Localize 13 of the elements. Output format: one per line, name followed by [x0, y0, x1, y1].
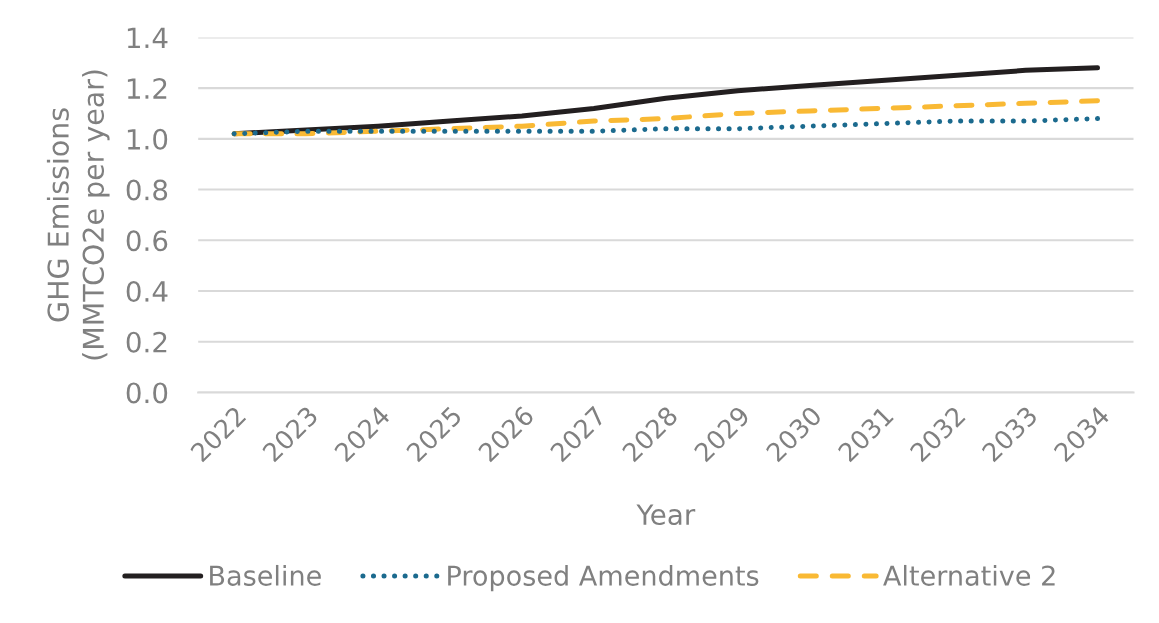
y-tick-label: 1.4: [127, 27, 168, 48]
legend-label: Proposed Amendments: [448, 564, 759, 592]
y-tick-label: 0.6: [126, 230, 168, 252]
y-axis-title: GHG Emissions (MMTCO2e per year): [46, 70, 110, 360]
x-axis-title: Year: [636, 504, 696, 526]
y-tick-label: 1.0: [127, 128, 168, 150]
y-tick-label: 1.2: [127, 78, 167, 99]
y-tick-label: 0.0: [126, 382, 168, 404]
y-tick-label: 0.8: [126, 179, 168, 201]
y-tick-label: 0.4: [126, 280, 168, 302]
legend-label: Alternative 2: [883, 564, 1055, 586]
y-tick-label: 0.2: [126, 331, 167, 353]
legend-label: Baseline: [210, 564, 321, 586]
